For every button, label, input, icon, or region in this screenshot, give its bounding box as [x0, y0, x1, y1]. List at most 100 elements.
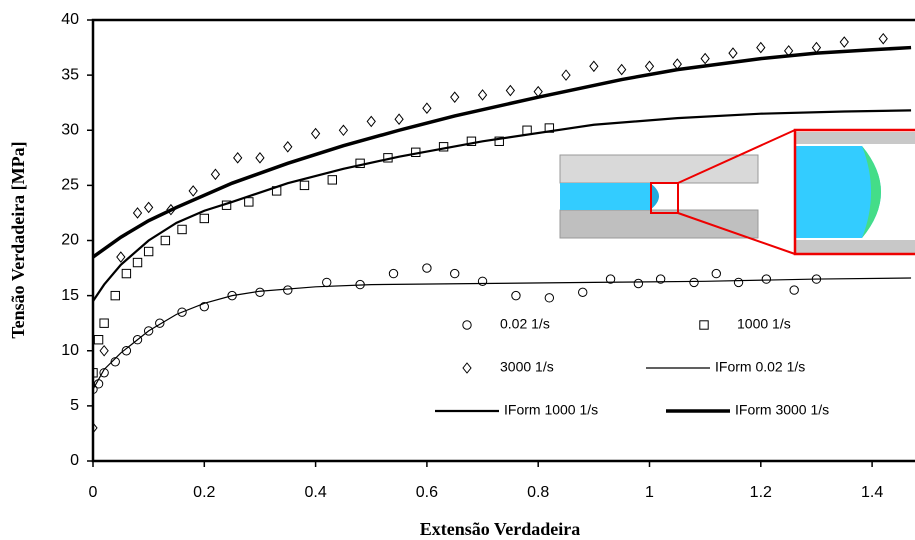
point	[511, 290, 521, 301]
x-tick-label: 0	[89, 484, 98, 501]
legend-marker	[699, 320, 709, 330]
point	[299, 180, 310, 191]
x-tick-label: 1	[645, 484, 654, 501]
point	[366, 115, 376, 128]
point	[155, 318, 165, 328]
y-tick-label: 30	[61, 121, 79, 138]
point	[761, 274, 772, 284]
inset-part	[796, 240, 915, 253]
legend-label: IForm 1000 1/s	[504, 402, 598, 418]
y-tick-label: 0	[70, 452, 79, 469]
point	[733, 277, 744, 288]
inset-frame	[793, 128, 915, 256]
point	[310, 127, 321, 140]
point	[188, 185, 198, 197]
point	[544, 293, 555, 303]
point	[689, 277, 699, 288]
point	[700, 52, 710, 65]
point	[450, 91, 460, 103]
point	[160, 235, 171, 246]
curve	[93, 45, 912, 259]
legend-label: IForm 3000 1/s	[735, 402, 829, 418]
legend-item: IForm 0.02 1/s	[646, 359, 805, 375]
point	[93, 422, 98, 434]
point	[283, 285, 293, 295]
inset-image	[559, 128, 915, 256]
point	[132, 207, 143, 219]
y-tick-label: 25	[61, 177, 79, 194]
inset-part	[862, 146, 881, 238]
point	[450, 268, 460, 279]
y-tick-label: 35	[61, 66, 79, 83]
x-tick-label: 0.2	[193, 484, 215, 501]
point	[233, 152, 243, 164]
x-tick-label: 1.2	[750, 484, 772, 501]
point	[255, 287, 265, 298]
inset-part	[559, 209, 759, 239]
point	[633, 278, 644, 289]
point	[477, 276, 488, 286]
point	[466, 136, 477, 146]
point	[394, 113, 404, 126]
inset-part	[650, 183, 659, 210]
point	[132, 335, 143, 345]
inset-part	[559, 154, 759, 184]
point	[322, 277, 332, 288]
legend-label: 0.02 1/s	[500, 316, 550, 332]
inset-link	[677, 212, 796, 255]
point	[655, 274, 666, 284]
point	[99, 318, 109, 328]
point	[121, 346, 132, 356]
point	[878, 32, 888, 45]
point	[338, 124, 349, 137]
point	[756, 41, 766, 54]
point	[388, 268, 399, 279]
x-axis-title: Extensão Verdadeira	[420, 519, 581, 539]
inset-zoom-box	[650, 182, 679, 214]
legend-label: 1000 1/s	[737, 316, 791, 332]
point	[789, 285, 799, 295]
point	[644, 60, 655, 73]
point	[121, 268, 132, 279]
point	[143, 246, 154, 257]
point	[327, 175, 337, 185]
inset-link	[677, 129, 796, 184]
point	[422, 263, 432, 273]
point	[839, 36, 849, 48]
point	[811, 41, 822, 54]
curve	[93, 109, 912, 302]
point	[711, 268, 721, 279]
point	[143, 326, 154, 336]
y-tick-label: 10	[61, 342, 79, 359]
point	[144, 201, 154, 214]
point	[177, 224, 187, 235]
point	[132, 257, 143, 268]
point	[494, 136, 504, 146]
y-tick-label: 40	[61, 11, 79, 28]
legend-item: IForm 3000 1/s	[666, 402, 829, 418]
point	[177, 307, 187, 317]
x-tick-label: 1.4	[861, 484, 883, 501]
point	[199, 213, 210, 224]
curve	[93, 277, 912, 390]
point	[617, 63, 627, 76]
legend-marker	[462, 320, 472, 330]
point	[99, 344, 109, 357]
legend-label: 3000 1/s	[500, 359, 554, 375]
point	[244, 197, 254, 207]
legend-item: 0.02 1/s	[462, 316, 550, 332]
legend-item: IForm 1000 1/s	[435, 402, 598, 418]
y-tick-label: 20	[61, 232, 79, 249]
inset-part	[796, 132, 915, 144]
point	[477, 89, 488, 101]
point	[93, 335, 104, 345]
y-tick-label: 5	[70, 397, 79, 414]
legend-label: IForm 0.02 1/s	[715, 359, 805, 375]
legend-item: 3000 1/s	[462, 359, 554, 375]
point	[728, 47, 738, 59]
point	[199, 301, 210, 312]
legend-marker	[462, 362, 472, 374]
x-tick-label: 0.4	[304, 484, 326, 501]
